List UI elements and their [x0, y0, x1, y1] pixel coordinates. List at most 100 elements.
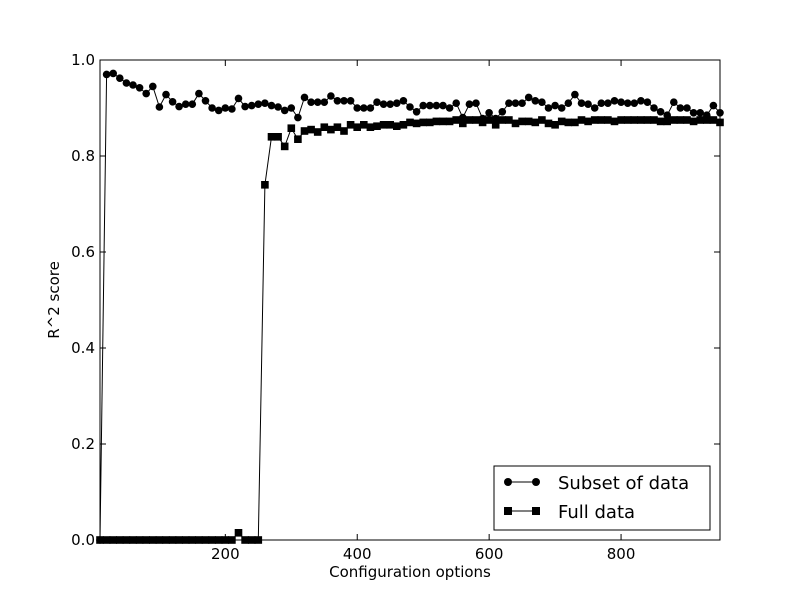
- data-point-circle: [274, 103, 282, 111]
- data-point-square: [511, 119, 520, 128]
- data-point-circle: [643, 98, 652, 106]
- data-point-square: [373, 122, 381, 130]
- data-point-square: [703, 116, 711, 124]
- data-point-circle: [135, 84, 144, 92]
- data-point-circle: [261, 99, 269, 107]
- data-point-circle: [406, 103, 414, 111]
- data-point-circle: [228, 105, 236, 113]
- data-point-circle: [491, 114, 500, 123]
- data-point-square: [261, 181, 269, 189]
- data-point-square: [670, 116, 678, 124]
- y-tick-label: 0.6: [71, 243, 95, 261]
- data-point-circle: [498, 108, 507, 116]
- data-point-circle: [551, 101, 559, 110]
- data-point-circle: [557, 104, 566, 112]
- data-point-square: [393, 122, 401, 130]
- data-point-square: [630, 116, 639, 124]
- data-point-square: [327, 125, 335, 134]
- data-point-square: [366, 123, 375, 131]
- data-point-square: [426, 118, 434, 127]
- data-point-circle: [300, 93, 309, 102]
- legend-label-subset: Subset of data: [558, 473, 689, 494]
- plot-frame: [99, 59, 721, 541]
- data-point-circle: [571, 90, 579, 99]
- data-point-circle: [432, 101, 441, 110]
- data-point-circle: [577, 99, 586, 107]
- y-axis-ticks: 0.0 0.2 0.4 0.6 0.8 1.0: [71, 51, 720, 549]
- data-point-square: [689, 117, 698, 126]
- data-point-circle: [109, 69, 117, 78]
- data-point-circle: [656, 108, 665, 116]
- data-point-square: [478, 118, 487, 127]
- legend-box: [493, 465, 711, 531]
- data-point-square: [637, 116, 645, 124]
- data-point-square: [610, 117, 619, 126]
- data-point-square: [597, 116, 606, 124]
- data-point-circle: [313, 98, 322, 106]
- data-point-square: [696, 116, 704, 124]
- data-point-circle: [267, 101, 276, 110]
- data-point-circle: [221, 104, 230, 112]
- legend: Subset of data Full data: [493, 465, 711, 531]
- y-tick-label: 0.8: [71, 147, 95, 165]
- data-point-circle: [485, 109, 493, 117]
- data-point-circle: [676, 104, 685, 112]
- data-point-square: [656, 117, 665, 126]
- data-point-circle: [544, 104, 553, 112]
- data-point-circle: [610, 97, 619, 105]
- data-point-square: [472, 116, 480, 124]
- data-point-circle: [379, 100, 388, 108]
- legend-entry-subset: Subset of data: [504, 473, 689, 494]
- data-point-circle: [142, 89, 150, 98]
- data-point-circle: [538, 98, 546, 106]
- data-point-circle: [511, 99, 520, 107]
- data-point-square: [307, 125, 315, 134]
- data-point-circle: [386, 100, 395, 108]
- data-point-square: [320, 123, 329, 131]
- data-point-square: [650, 116, 658, 124]
- data-point-circle: [637, 97, 645, 105]
- data-point-square: [531, 118, 540, 127]
- data-point-square: [452, 116, 460, 124]
- data-point-square: [498, 116, 507, 124]
- y-axis-label: R^2 score: [45, 261, 63, 339]
- data-point-square: [709, 116, 718, 124]
- data-point-square: [406, 118, 414, 127]
- data-point-square: [538, 116, 546, 124]
- data-point-circle: [327, 92, 335, 100]
- data-point-square: [551, 121, 559, 129]
- data-point-circle: [617, 98, 625, 106]
- data-point-square: [379, 121, 388, 129]
- y-tick-label: 0.4: [71, 339, 95, 357]
- data-point-circle: [234, 94, 243, 103]
- data-point-circle: [524, 93, 533, 102]
- data-point-circle: [419, 101, 428, 110]
- data-point-square: [294, 135, 302, 143]
- data-point-circle: [472, 99, 480, 107]
- data-point-square: [524, 117, 533, 126]
- legend-marker-subset: [504, 478, 512, 486]
- data-point-square: [340, 127, 348, 135]
- data-point-circle: [650, 104, 658, 112]
- data-point-square: [412, 119, 421, 128]
- data-point-square: [399, 121, 408, 129]
- data-point-circle: [287, 104, 296, 112]
- data-point-circle: [564, 99, 573, 107]
- data-point-square: [617, 116, 625, 124]
- data-point-square: [564, 118, 573, 127]
- data-point-circle: [208, 104, 216, 112]
- x-axis-label: Configuration options: [329, 563, 491, 581]
- data-point-circle: [452, 99, 461, 107]
- data-point-square: [346, 121, 355, 129]
- data-point-square: [234, 529, 243, 537]
- x-tick-label: 800: [607, 545, 636, 563]
- data-point-circle: [149, 82, 157, 91]
- data-point-circle: [353, 104, 362, 112]
- data-point-square: [439, 117, 447, 126]
- data-point-circle: [459, 113, 467, 122]
- data-point-circle: [195, 89, 203, 98]
- data-point-square: [333, 123, 342, 131]
- data-point-circle: [584, 100, 592, 108]
- data-point-circle: [102, 70, 111, 79]
